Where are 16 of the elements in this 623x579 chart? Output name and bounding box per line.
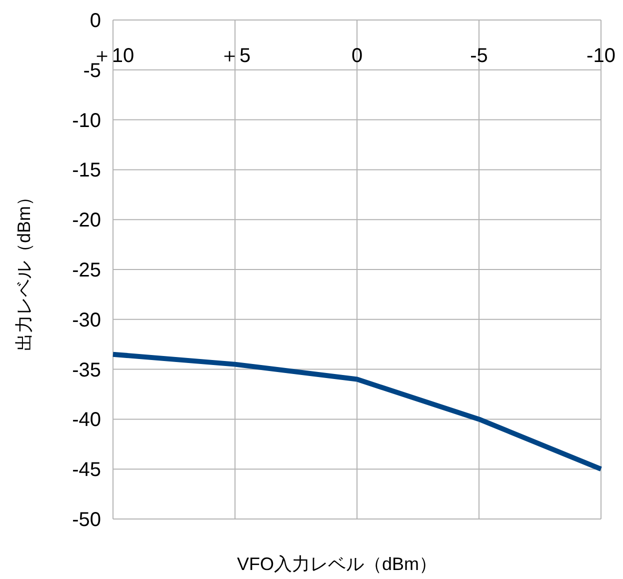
x-tick-label: 0 [351,45,363,67]
y-tick-label: -20 [72,210,101,232]
x-axis-title: VFO入力レベル（dBm） [236,554,438,574]
y-tick-label: -15 [72,160,101,182]
y-tick-label: -10 [72,110,101,132]
y-tick-label: -45 [72,459,101,482]
x-tick-label: -10 [586,45,616,67]
y-tick-label: -50 [72,509,101,531]
x-tick-label: ＋5 [219,45,251,67]
x-tick-label: -5 [470,45,488,67]
y-tick-label: -30 [72,309,101,332]
y-axis-title: 出力レベル（dBm） [14,188,34,352]
y-tick-label: -40 [72,409,101,432]
y-tick-label: -35 [72,359,101,382]
y-tick-label: 0 [90,10,101,32]
y-tick-label: -25 [72,260,101,282]
